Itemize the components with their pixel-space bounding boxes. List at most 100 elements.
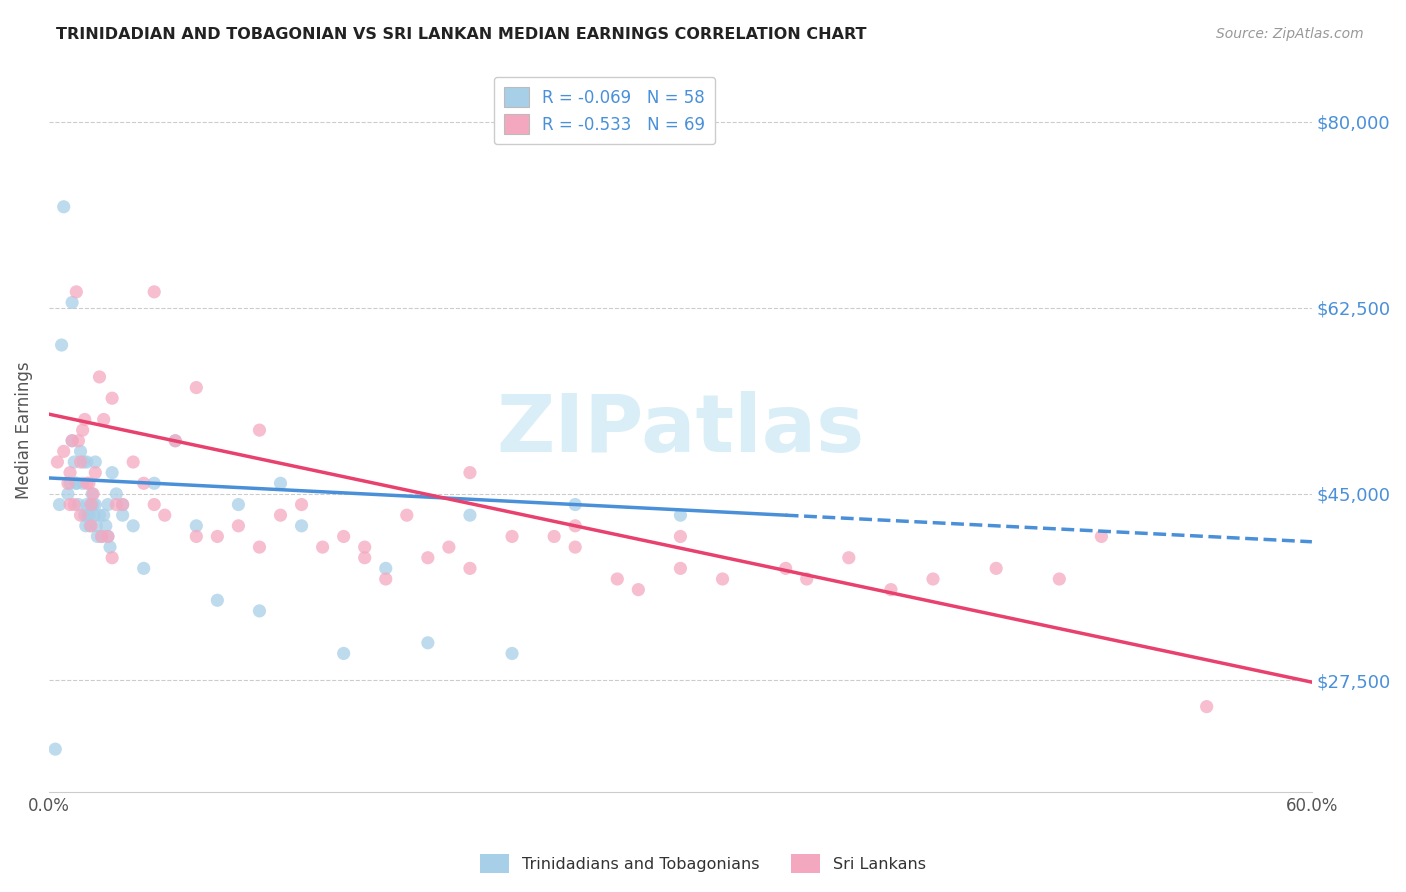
Point bbox=[143, 476, 166, 491]
Point bbox=[374, 561, 396, 575]
Text: ZIPatlas: ZIPatlas bbox=[496, 391, 865, 469]
Point bbox=[72, 423, 94, 437]
Point bbox=[90, 529, 112, 543]
Point bbox=[97, 529, 120, 543]
Point bbox=[207, 593, 229, 607]
Point bbox=[44, 742, 66, 756]
Point bbox=[97, 498, 120, 512]
Point bbox=[82, 487, 104, 501]
Text: Source: ZipAtlas.com: Source: ZipAtlas.com bbox=[1216, 27, 1364, 41]
Point bbox=[669, 508, 692, 523]
Point bbox=[90, 529, 112, 543]
Point bbox=[186, 518, 208, 533]
Point bbox=[165, 434, 187, 448]
Point bbox=[67, 434, 90, 448]
Point bbox=[228, 518, 250, 533]
Point bbox=[76, 498, 98, 512]
Point bbox=[84, 455, 107, 469]
Point bbox=[332, 647, 354, 661]
Point bbox=[880, 582, 903, 597]
Point bbox=[838, 550, 860, 565]
Point bbox=[122, 518, 145, 533]
Point bbox=[59, 466, 82, 480]
Point bbox=[416, 636, 439, 650]
Point bbox=[69, 455, 91, 469]
Point bbox=[52, 200, 75, 214]
Point bbox=[353, 550, 375, 565]
Point bbox=[89, 508, 111, 523]
Point bbox=[332, 529, 354, 543]
Point bbox=[60, 295, 83, 310]
Point bbox=[290, 518, 312, 533]
Point bbox=[52, 444, 75, 458]
Point bbox=[111, 498, 134, 512]
Point bbox=[60, 434, 83, 448]
Point bbox=[77, 476, 100, 491]
Point bbox=[543, 529, 565, 543]
Point bbox=[1090, 529, 1112, 543]
Y-axis label: Median Earnings: Median Earnings bbox=[15, 361, 32, 499]
Point bbox=[249, 540, 271, 554]
Point bbox=[82, 498, 104, 512]
Point bbox=[76, 455, 98, 469]
Point bbox=[65, 285, 87, 299]
Point bbox=[63, 455, 86, 469]
Point bbox=[395, 508, 418, 523]
Point bbox=[51, 338, 73, 352]
Point bbox=[84, 466, 107, 480]
Point bbox=[69, 508, 91, 523]
Point bbox=[105, 487, 128, 501]
Point bbox=[84, 498, 107, 512]
Point bbox=[132, 476, 155, 491]
Point bbox=[65, 476, 87, 491]
Point bbox=[249, 604, 271, 618]
Point bbox=[86, 518, 108, 533]
Point bbox=[374, 572, 396, 586]
Point bbox=[46, 455, 69, 469]
Point bbox=[80, 498, 103, 512]
Point bbox=[77, 508, 100, 523]
Point bbox=[69, 444, 91, 458]
Point bbox=[56, 487, 79, 501]
Point bbox=[669, 561, 692, 575]
Point bbox=[186, 529, 208, 543]
Point bbox=[353, 540, 375, 554]
Point bbox=[79, 518, 101, 533]
Point bbox=[627, 582, 650, 597]
Point bbox=[270, 476, 292, 491]
Point bbox=[153, 508, 176, 523]
Text: TRINIDADIAN AND TOBAGONIAN VS SRI LANKAN MEDIAN EARNINGS CORRELATION CHART: TRINIDADIAN AND TOBAGONIAN VS SRI LANKAN… bbox=[56, 27, 866, 42]
Point bbox=[711, 572, 734, 586]
Point bbox=[73, 412, 96, 426]
Point bbox=[56, 476, 79, 491]
Point bbox=[98, 540, 121, 554]
Point bbox=[93, 508, 115, 523]
Point bbox=[796, 572, 818, 586]
Point bbox=[290, 498, 312, 512]
Point bbox=[101, 391, 124, 405]
Point bbox=[606, 572, 628, 586]
Point bbox=[80, 498, 103, 512]
Point bbox=[75, 518, 97, 533]
Point bbox=[458, 561, 481, 575]
Point bbox=[89, 370, 111, 384]
Legend: Trinidadians and Tobagonians, Sri Lankans: Trinidadians and Tobagonians, Sri Lankan… bbox=[474, 847, 932, 880]
Point bbox=[82, 487, 104, 501]
Point bbox=[111, 498, 134, 512]
Point bbox=[80, 518, 103, 533]
Point bbox=[93, 412, 115, 426]
Point bbox=[186, 380, 208, 394]
Point bbox=[122, 455, 145, 469]
Point bbox=[228, 498, 250, 512]
Point bbox=[77, 508, 100, 523]
Point bbox=[59, 476, 82, 491]
Point bbox=[105, 498, 128, 512]
Point bbox=[83, 508, 105, 523]
Point bbox=[86, 529, 108, 543]
Point bbox=[165, 434, 187, 448]
Point bbox=[775, 561, 797, 575]
Point bbox=[143, 285, 166, 299]
Point bbox=[1047, 572, 1070, 586]
Legend: R = -0.069   N = 58, R = -0.533   N = 69: R = -0.069 N = 58, R = -0.533 N = 69 bbox=[494, 77, 716, 145]
Point bbox=[60, 434, 83, 448]
